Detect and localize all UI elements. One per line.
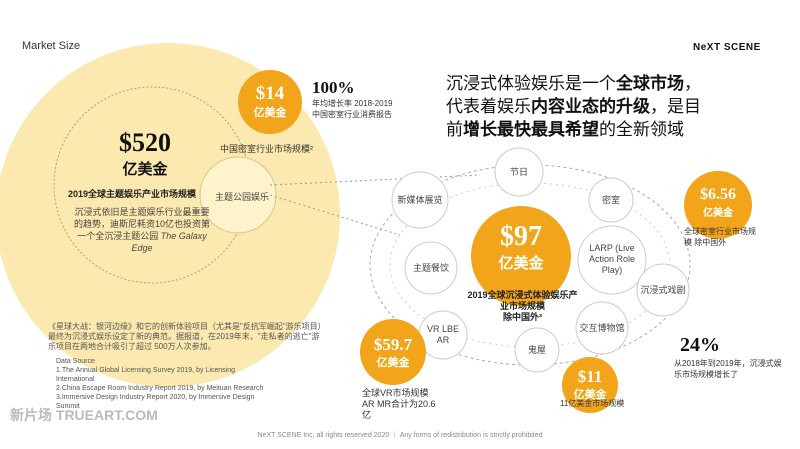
vr-figure: $59.7 亿美金 [362,335,424,370]
ring-circle-interactive-museum [575,301,629,355]
haunted-figure: $11 亿美金 [562,367,618,402]
center-label: 2019全球沉浸式体验娱乐产 业市场规模 除中国外³ [455,290,590,323]
ring-circle-theme-dining [404,241,458,295]
growth-100-value: 100% [312,78,355,97]
ring-item-festival: 节日 [509,167,528,177]
headline-text: 前 [446,120,463,139]
theme-park-desc: 沉浸式依旧是主题娱乐行业最重要 的趋势，迪斯尼耗资10亿也投资第 一个全沉浸主题… [72,206,212,254]
ring-circle-escape [588,177,634,223]
ring-item-interactive-museum: 交互博物馆 [579,323,625,333]
escape-cn-figure: $14 亿美金 [240,84,300,120]
vr-label-line: 亿 [362,410,372,420]
headline-text: 代表着娱乐 [446,97,531,116]
ring-circle-larp [577,225,647,295]
headline-emphasis: 全球市场 [616,74,684,93]
vr-label-line: AR MR合计为20.6 [362,399,436,409]
escape-world-value: $6.56 [700,186,736,203]
ring-circle-haunted [514,327,560,373]
escape-cn-label: 中国密室行业市场规模² [220,144,313,154]
vr-value: $59.7 [373,335,413,354]
star-wars-note: 《星球大战：银河边缘》和它的创新体验项目（尤其是"反抗军崛起"游乐项目） 最终为… [48,322,326,352]
haunted-unit: 亿美金 [573,389,607,401]
ring-item-escape: 密室 [601,195,620,205]
escape-world-circle [684,171,752,239]
ring-item-haunted: 鬼屋 [527,345,546,355]
data-sources: Data Source 1.The Annual Global Licensin… [56,357,263,411]
headline-emphasis: 内容业态的升级 [531,97,650,116]
ring-item-immersive-theatre: 沉浸式戏剧 [640,285,686,295]
growth-24-value: 24% [680,334,720,356]
theme-park-entertainment-label: 主题公园娱乐 [214,192,269,202]
headline-text: ， [684,74,701,93]
watermark: 新片场 TRUEART.COM [10,407,158,423]
source-item: Summit [56,403,80,410]
ring-circle-immersive-theatre [636,263,690,317]
theme-park-desc-line: 沉浸式依旧是主题娱乐行业最重要 [74,207,210,217]
source-item: International [56,376,95,383]
headline-text: 的全新领域 [599,120,684,139]
ring-item-new-media: 新媒体展览 [397,195,443,205]
source-item: 1.The Annual Global Licensing Survey 201… [56,367,236,374]
vr-label-line: 全球VR市场规模 [362,388,429,398]
theme-park-desc-line: 的趋势，迪斯尼耗资10亿也投资第 [73,219,210,229]
center-market-circle [471,206,571,306]
growth-100-line: 中国密室行业消费报告 [312,110,392,119]
theme-park-label: 2019全球主题娱乐产业市场规模 [68,189,197,199]
escape-cn-circle [238,70,302,134]
haunted-market-circle [562,357,618,413]
escape-world-figure: $6.56 亿美金 [688,186,748,219]
headline-text: 沉浸式体验娱乐是一个 [446,74,616,93]
center-figure: $97 亿美金 [481,222,561,273]
theme-park-value: $520 [119,128,171,157]
center-unit: 亿美金 [498,255,544,272]
star-wars-note-line: 最终为沉浸式娱乐设定了新的典范。据报道，在2019年末，"走私者的逃亡"游 [48,332,320,341]
center-value: $97 [500,221,542,252]
center-label-line: 除中国外³ [503,312,542,322]
logo: NeXT SCENE [693,42,761,53]
escape-world-label-line: 全球密室行业市场规 [684,227,756,236]
escape-cn-unit: 亿美金 [253,107,287,119]
ring-circle-new-media [391,171,449,229]
ring-item-theme-dining: 主题餐饮 [412,263,449,273]
headline-text: ，是目 [650,97,701,116]
haunted-value: $11 [577,367,603,386]
theme-park-unit: 亿美金 [122,161,168,178]
star-wars-note-line: 《星球大战：银河边缘》和它的创新体验项目（尤其是"反抗军崛起"游乐项目） [48,322,326,331]
theme-park-desc-line: 一个全沉浸主题公园 [77,231,159,241]
escape-world-unit: 亿美金 [703,208,733,219]
vr-label: 全球VR市场规模 AR MR合计为20.6 亿 [362,388,436,421]
ring-circle-festival [494,147,544,197]
center-label-line: 业市场规模 [499,301,545,311]
theme-park-entertainment-circle [199,156,277,234]
sources-title: Data Source [56,358,95,365]
vr-unit: 亿美金 [376,357,410,369]
vr-market-circle [360,319,426,385]
star-wars-note-line: 乐项目在两地合计吸引了超过 500万人次参加。 [48,342,216,351]
center-label-line: 2019全球沉浸式体验娱乐产 [467,290,578,300]
ring-item-larp: LARP (Live Action Role Play) [588,243,636,275]
theme-park-figure: $520 亿美金 [90,128,200,179]
growth-24-desc: 从2018年到2019年，沉浸式娱 乐市场规模增长了 [674,358,782,380]
footer: NeXT SCENE Inc, all rights reserved 2020… [257,432,543,439]
escape-world-label: 全球密室行业市场规 模 除中国外 [684,226,756,248]
headline: 沉浸式体验娱乐是一个全球市场， 代表着娱乐内容业态的升级，是目 前增长最快最具希… [446,72,786,141]
page-title: Market Size [22,40,81,52]
escape-cn-value: $14 [255,83,285,104]
source-item: 2.China Escape Room Industry Report 2019… [56,385,264,392]
growth-100-line: 年均增长率 2018-2019 [312,99,393,108]
ring-item-vr: VR LBE AR [426,324,459,345]
headline-emphasis: 增长最快最具希望 [463,120,599,139]
source-item: 3.Immersive Design Industry Report 2020,… [56,394,255,401]
connector-line [269,174,481,186]
escape-world-label-line: 模 除中国外 [684,238,727,247]
haunted-label: 11亿美金市场规模 [560,399,625,408]
growth-24-line: 乐市场规模增长了 [674,370,738,379]
galaxy-edge-text: The Galaxy Edge [131,231,207,253]
growth-24-line: 从2018年到2019年，沉浸式娱 [674,359,782,368]
growth-100-desc: 年均增长率 2018-2019 中国密室行业消费报告 [312,98,392,120]
